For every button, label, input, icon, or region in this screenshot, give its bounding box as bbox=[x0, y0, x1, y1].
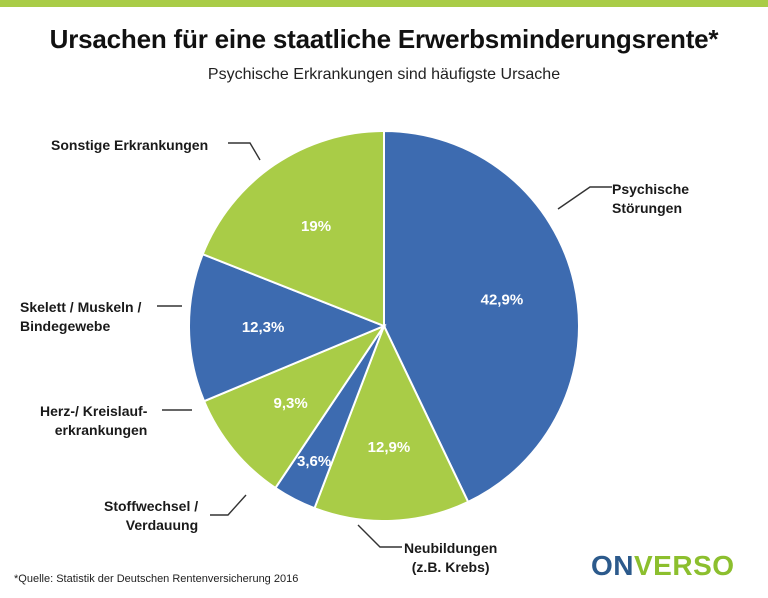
slice-value-label: 9,3% bbox=[274, 395, 308, 412]
label-line: Verdauung bbox=[125, 517, 199, 533]
top-accent-bar bbox=[0, 0, 768, 7]
slice-value-label: 12,3% bbox=[242, 319, 285, 336]
label-line: erkrankungen bbox=[54, 422, 148, 438]
pie-slice bbox=[383, 129, 580, 504]
source-footnote: *Quelle: Statistik der Deutschen Rentenv… bbox=[14, 573, 299, 585]
leader-line bbox=[357, 524, 402, 548]
label-sonstige: Sonstige Erkrankungen bbox=[51, 136, 208, 155]
label-line: Skelett / Muskeln / bbox=[20, 299, 142, 315]
label-line: Herz-/ Kreislauf- bbox=[40, 403, 148, 419]
onverso-logo: ONVERSO bbox=[591, 550, 735, 582]
chart-subtitle: Psychische Erkrankungen sind häufigste U… bbox=[207, 66, 561, 83]
label-line: Bindegewebe bbox=[20, 318, 111, 334]
slice-value-label: 3,6% bbox=[297, 453, 331, 470]
slice-value-label: 19% bbox=[301, 218, 331, 235]
label-neubildungen: Neubildungen (z.B. Krebs) bbox=[404, 539, 497, 577]
leader-line bbox=[557, 186, 612, 210]
label-stoffwechsel: Stoffwechsel / Verdauung bbox=[104, 497, 198, 535]
label-skelett-muskeln: Skelett / Muskeln / Bindegewebe bbox=[20, 298, 141, 336]
logo-part-on: ON bbox=[591, 550, 634, 581]
label-line: Psychische bbox=[612, 181, 690, 197]
slice-value-label: 42,9% bbox=[481, 291, 524, 308]
label-line: Neubildungen bbox=[404, 540, 498, 556]
label-line: Stoffwechsel / bbox=[104, 498, 199, 514]
leader-line bbox=[210, 494, 247, 516]
label-herz-kreislauf: Herz-/ Kreislauf- erkrankungen bbox=[40, 402, 147, 440]
slice-value-label: 12,9% bbox=[368, 439, 411, 456]
label-line: Sonstige Erkrankungen bbox=[51, 137, 209, 153]
pie-slice bbox=[313, 323, 470, 522]
label-psychische-stoerungen: Psychische Störungen bbox=[612, 180, 689, 218]
pie-slice bbox=[202, 323, 387, 490]
label-line: Störungen bbox=[612, 200, 682, 216]
label-line: (z.B. Krebs) bbox=[411, 559, 490, 575]
leader-line bbox=[228, 142, 261, 161]
logo-part-verso: VERSO bbox=[634, 550, 735, 581]
chart-title: Ursachen für eine staatliche Erwerbsmind… bbox=[49, 24, 719, 54]
pie-slice bbox=[201, 129, 385, 328]
pie-slice bbox=[188, 252, 387, 403]
